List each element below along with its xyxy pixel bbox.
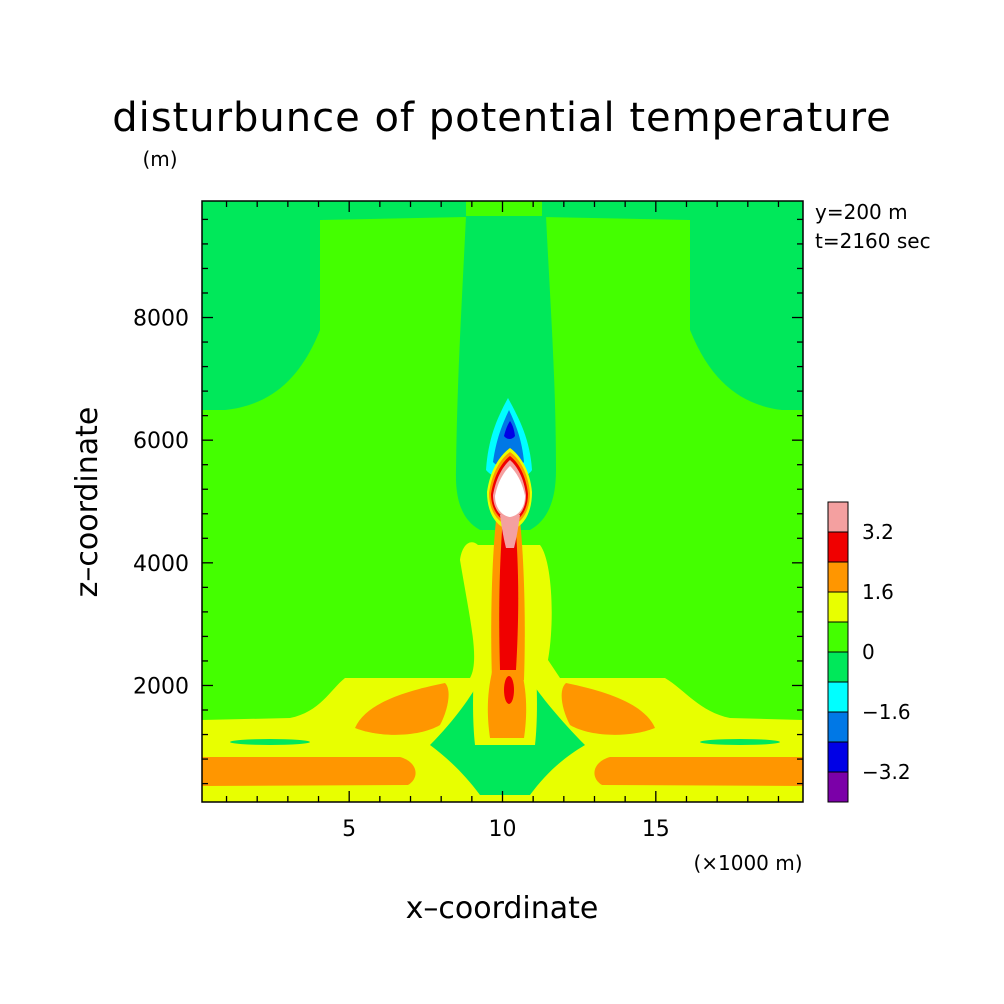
y-tick-label: 2000	[133, 674, 189, 699]
contour-left-thin-streak	[230, 739, 310, 745]
contour-plume-base	[487, 672, 527, 738]
colorbar-tick-label: −1.6	[862, 700, 911, 724]
y-axis-label: z–coordinate	[70, 407, 105, 598]
info-y-position: y=200 m	[815, 200, 908, 224]
axis-ticks: 5 10 15 2000 4000 6000 8000	[133, 201, 803, 842]
colorbar-tick-label: 0	[862, 640, 875, 664]
contour-central-column	[455, 216, 556, 530]
x-tick-label: 5	[342, 817, 356, 842]
y-tick-label: 4000	[133, 552, 189, 577]
plot-area	[202, 201, 803, 802]
y-tick-label: 6000	[133, 429, 189, 454]
x-tick-label: 15	[642, 817, 670, 842]
colorbar-swatch	[827, 651, 849, 683]
contour-upper-right-lobe	[542, 201, 803, 410]
contour-right-near-surface-band	[594, 757, 803, 786]
colorbar-tick-label: 1.6	[862, 580, 894, 604]
contour-head-white-core	[495, 466, 525, 517]
contour-right-thin-streak	[700, 739, 780, 745]
colorbar-swatch	[827, 681, 849, 713]
chart-title: disturbunce of potential temperature	[112, 95, 892, 141]
x-axis-label: x–coordinate	[406, 891, 599, 926]
info-time: t=2160 sec	[815, 229, 931, 253]
contour-cap-dark-blue	[504, 421, 515, 439]
contour-right-orange-lobe	[561, 683, 655, 735]
x-axis-unit: (×1000 m)	[693, 851, 802, 875]
colorbar: 3.2 1.6 0 −1.6 −3.2	[827, 501, 911, 803]
contour-plume-low-core	[504, 676, 514, 704]
contour-upper-left-lobe	[202, 201, 466, 410]
contour-left-near-surface-band	[202, 757, 416, 786]
contour-left-orange-lobe	[355, 683, 449, 735]
colorbar-tick-label: 3.2	[862, 520, 894, 544]
contour-plume-core	[499, 515, 519, 670]
colorbar-swatch	[827, 711, 849, 743]
colorbar-swatch	[827, 621, 849, 653]
colorbar-swatch	[827, 561, 849, 593]
contour-head-pink-tail	[500, 515, 520, 548]
colorbar-swatch	[827, 501, 849, 533]
x-tick-label: 10	[489, 817, 517, 842]
colorbar-tick-label: −3.2	[862, 760, 911, 784]
colorbar-swatch	[827, 771, 849, 803]
y-axis-unit: (m)	[142, 147, 177, 171]
colorbar-swatch	[827, 591, 849, 623]
colorbar-swatch	[827, 741, 849, 773]
colorbar-swatch	[827, 531, 849, 563]
y-tick-label: 8000	[133, 307, 189, 332]
